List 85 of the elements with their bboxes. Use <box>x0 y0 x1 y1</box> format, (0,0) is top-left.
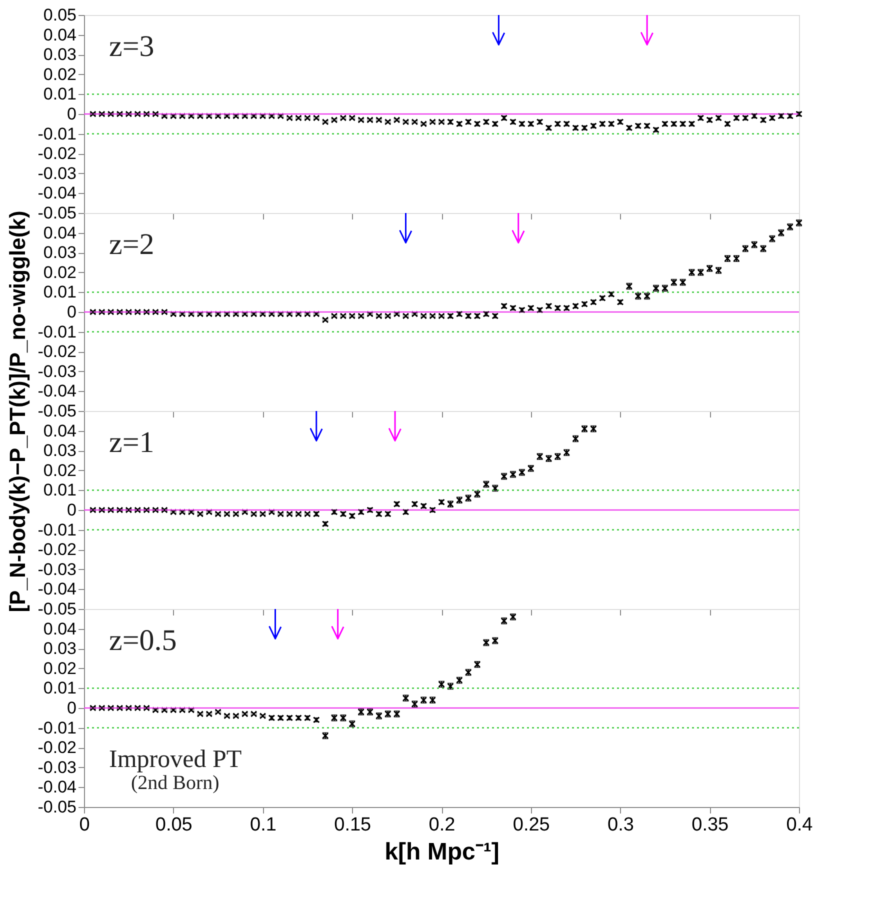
point <box>188 706 195 714</box>
point <box>196 510 204 518</box>
y-tick-label: 0.04 <box>43 619 76 638</box>
x-tick-label: 0.4 <box>786 814 814 836</box>
x-tick-label: 0.25 <box>512 814 550 836</box>
x-tick-label: 0.2 <box>428 814 456 836</box>
point <box>286 510 293 518</box>
y-tick-label: 0.02 <box>43 262 76 282</box>
point <box>277 510 284 518</box>
y-tick-label: 0 <box>67 104 76 124</box>
y-tick-label: 0 <box>67 698 76 718</box>
x-tick-label: 0.35 <box>692 814 729 836</box>
point <box>250 710 258 718</box>
y-tick-label: 0.04 <box>43 223 76 242</box>
y-tick-label: -0.01 <box>38 322 76 342</box>
annotation: (2nd Born) <box>131 772 220 794</box>
point <box>214 510 222 518</box>
y-tick-label: -0.03 <box>38 362 76 381</box>
annotation: z=0.5 <box>109 624 177 657</box>
y-axis-title: [P_N-body(k)−P_PT(k)]/P_no-wiggle(k) <box>4 210 30 612</box>
y-tick-label: -0.04 <box>38 382 76 401</box>
x-tick-label: 0.1 <box>250 814 276 836</box>
y-tick-label: 0.02 <box>43 460 76 480</box>
point <box>161 706 168 714</box>
point <box>206 710 212 718</box>
y-tick-label: 0 <box>67 302 76 322</box>
point <box>242 508 248 516</box>
y-tick-label: -0.01 <box>38 718 76 738</box>
point <box>188 508 195 516</box>
point <box>268 508 276 516</box>
point <box>178 508 186 516</box>
y-tick-label: -0.05 <box>38 204 76 222</box>
point <box>206 508 212 516</box>
y-tick-label: -0.05 <box>38 402 76 420</box>
annotation: z=3 <box>109 30 154 63</box>
point <box>170 508 177 516</box>
y-tick-label: -0.02 <box>38 540 76 560</box>
x-tick-label: 0.15 <box>334 814 372 836</box>
point <box>152 706 159 714</box>
y-tick-label: 0.04 <box>43 25 76 44</box>
y-tick-label: -0.05 <box>38 600 76 618</box>
y-tick-label: -0.02 <box>38 144 76 164</box>
point <box>232 712 240 720</box>
annotation: z=1 <box>109 426 154 459</box>
y-tick-label: -0.02 <box>38 342 76 362</box>
point <box>259 510 266 518</box>
y-tick-label: 0.02 <box>43 64 76 84</box>
y-tick-label: 0.04 <box>43 421 76 440</box>
y-tick-label: 0.01 <box>43 678 76 698</box>
y-tick-label: -0.04 <box>38 184 76 203</box>
y-tick-label: -0.01 <box>38 520 76 540</box>
point <box>232 510 240 518</box>
y-tick-label: -0.03 <box>38 560 76 579</box>
y-tick-label: -0.04 <box>38 580 76 599</box>
y-tick-label: 0.01 <box>43 84 76 104</box>
annotation: Improved PT <box>109 746 242 773</box>
y-tick-label: 0.01 <box>43 480 76 500</box>
point <box>170 706 177 714</box>
y-tick-label: 0.03 <box>43 441 76 460</box>
annotation: z=2 <box>109 228 154 261</box>
point <box>196 710 204 718</box>
y-tick-label: -0.01 <box>38 124 76 144</box>
y-tick-label: 0.01 <box>43 282 76 302</box>
point <box>250 510 258 518</box>
y-tick-label: -0.04 <box>38 778 76 797</box>
y-tick-label: 0.03 <box>43 639 76 658</box>
y-tick-label: 0.03 <box>43 243 76 262</box>
y-tick-label: 0 <box>67 500 76 520</box>
y-tick-label: -0.02 <box>38 738 76 758</box>
y-tick-label: -0.03 <box>38 758 76 777</box>
x-tick-label: 0.3 <box>608 814 634 836</box>
point <box>224 712 230 720</box>
point <box>242 710 248 718</box>
x-axis-title: k[h Mpc⁻¹] <box>384 838 500 866</box>
point <box>214 708 222 716</box>
x-tick-label: 0.05 <box>155 814 192 836</box>
y-tick-label: 0.03 <box>43 45 76 64</box>
point <box>178 706 186 714</box>
y-tick-label: 0.05 <box>43 6 76 24</box>
point <box>224 510 230 518</box>
y-tick-label: -0.05 <box>38 798 76 816</box>
point <box>295 510 302 518</box>
point <box>304 510 311 518</box>
y-tick-label: -0.03 <box>38 164 76 183</box>
y-tick-label: 0.02 <box>43 658 76 678</box>
